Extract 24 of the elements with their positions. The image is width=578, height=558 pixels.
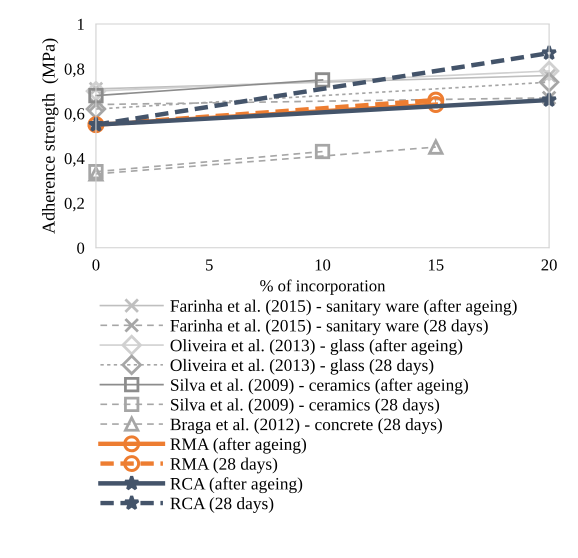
legend-label: Silva et al. (2009) - ceramics (after ageing) (171, 378, 468, 394)
legend-label: RMA (after ageing) (170, 438, 306, 454)
x-tick-label: 20 (542, 259, 557, 271)
y-tick-label: 1 (78, 18, 84, 30)
legend-label: Silva et al. (2009) - ceramics (28 days) (171, 398, 440, 414)
x-tick-label: 10 (316, 259, 330, 271)
x-tick-label: 5 (206, 260, 213, 271)
y-tick-label: 0,6 (64, 108, 84, 122)
legend-label: Oliveira et al. (2013) - glass (after ageing) (170, 338, 462, 355)
y-tick-label: 0 (77, 242, 84, 254)
x-tick-label: 15 (428, 259, 444, 271)
x-tick-label: 0 (92, 259, 100, 271)
x-axis-title: % of incorporation (260, 280, 386, 295)
legend-label: RCA (28 days) (170, 497, 274, 513)
legend-label: Oliveira et al. (2013) - glass (28 days) (170, 358, 434, 375)
legend-label: Braga et al. (2012) - concrete (28 days) (170, 418, 442, 434)
legend-label: RMA (28 days) (170, 458, 278, 474)
y-axis-title: Adherence strength (MPa) (42, 38, 58, 234)
y-tick-label: 0,2 (64, 198, 84, 212)
y-tick-label: 0,8 (64, 63, 84, 78)
legend-label: RCA (after ageing) (170, 477, 302, 494)
y-tick-label: 0,4 (64, 152, 85, 167)
legend-label: Farinha et al. (2015) - sanitary ware (28 days) (170, 319, 488, 336)
legend-label: Farinha et al. (2015) - sanitary ware (after ageing) (170, 299, 517, 316)
